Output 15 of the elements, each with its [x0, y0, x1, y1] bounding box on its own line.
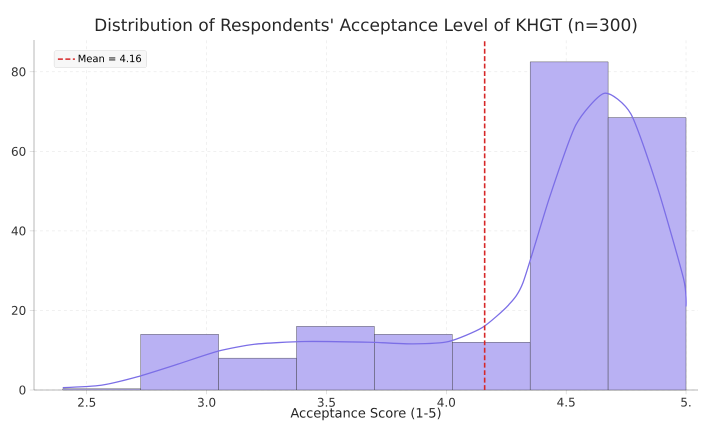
x-tick-label: 4.0 [437, 398, 456, 407]
x-tick-label: 3.0 [198, 398, 216, 407]
line-series [62, 92, 687, 388]
y-tick-label: 40 [12, 226, 26, 236]
y-tick-label: 60 [12, 146, 26, 156]
x-tick-label: 5. [681, 398, 690, 407]
x-axis-title: Acceptance Score (1-5) [290, 408, 440, 420]
legend-label: Mean = 4.16 [78, 54, 142, 62]
x-tick-label: 4.5 [557, 398, 575, 407]
chart-title: Distribution of Respondents' Acceptance Level of KHGT (n=300) [96, 18, 636, 34]
y-tick-label: 0 [19, 385, 26, 395]
y-tick-label: 80 [12, 67, 26, 76]
x-tick-label: 2.5 [78, 398, 96, 407]
y-tick-label: 20 [12, 306, 26, 315]
x-tick-label: 3.5 [318, 398, 335, 407]
